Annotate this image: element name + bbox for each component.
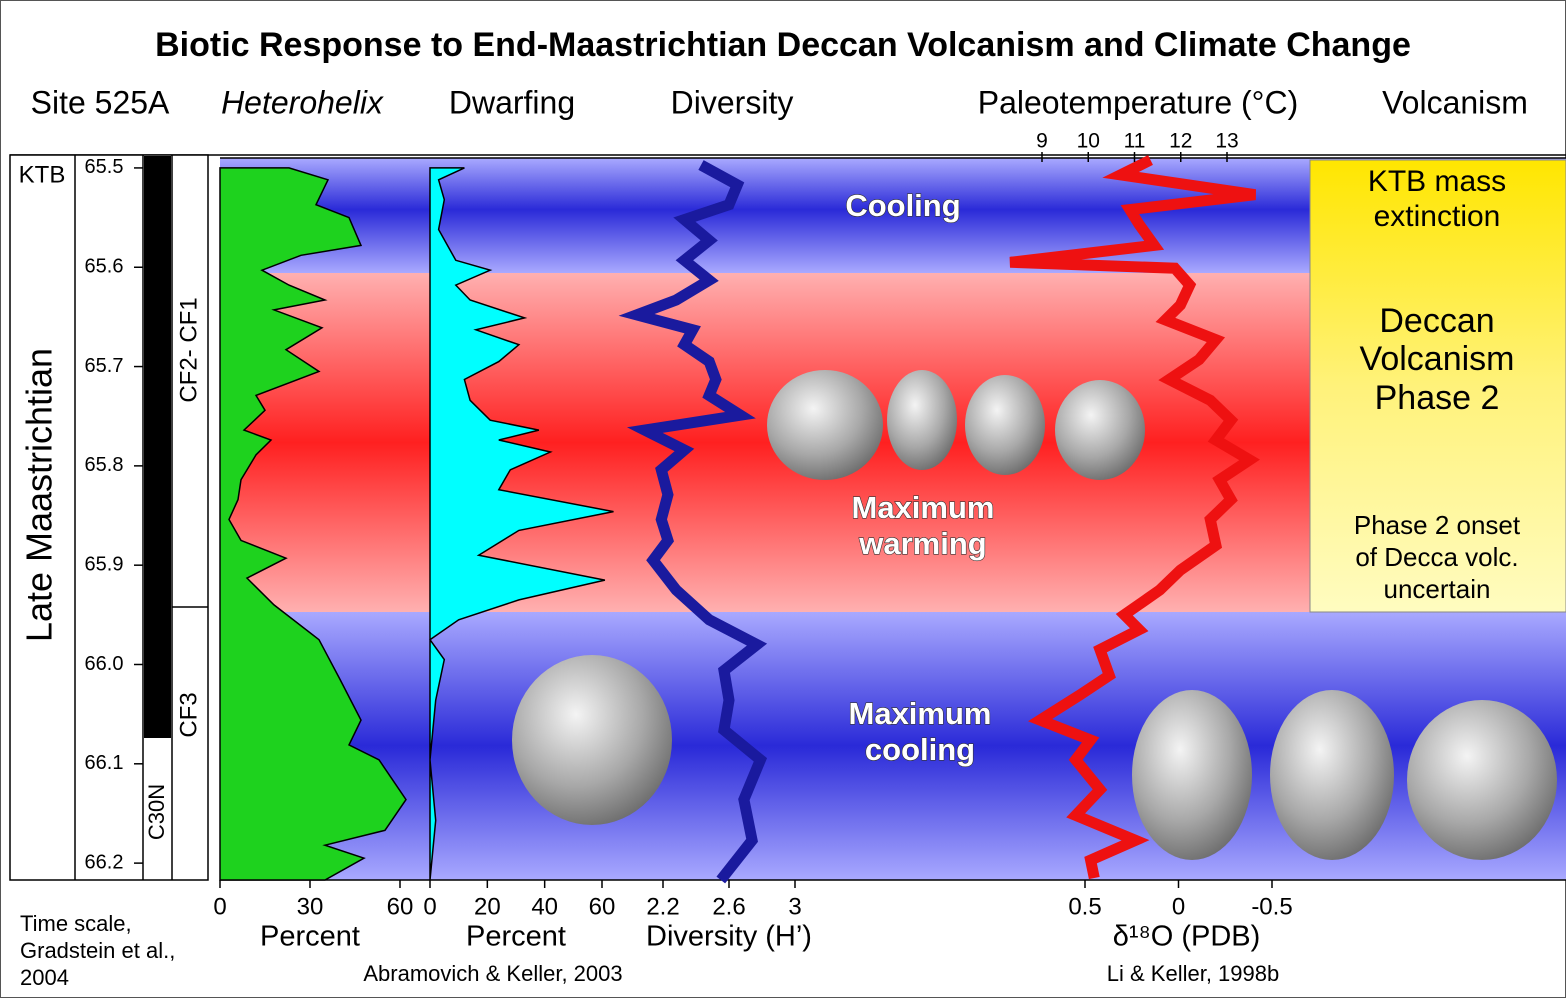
x-tick-label: 0.5 — [1068, 893, 1101, 920]
fossil-image — [1407, 700, 1557, 860]
x-axis-label: δ¹⁸O (PDB) — [1113, 921, 1261, 953]
column-header: Heterohelix — [221, 84, 384, 120]
chron-label: C30N — [144, 784, 169, 840]
credit: Li & Keller, 1998b — [1107, 961, 1279, 986]
volcanism-label: Phase 2 — [1375, 379, 1500, 417]
x-tick-label: 60 — [387, 893, 414, 920]
fossil-image — [512, 655, 672, 825]
fossil-image — [1270, 690, 1394, 860]
fossil-image — [965, 375, 1045, 475]
zone-label: CF3 — [175, 692, 202, 737]
column-header: Site 525A — [31, 84, 170, 120]
boundary-label: KTB — [19, 161, 66, 188]
annotation: warming — [858, 526, 986, 561]
y-tick-label: 66.1 — [85, 752, 124, 774]
time-scale-source: Gradstein et al., — [20, 938, 175, 963]
y-tick-label: 65.6 — [85, 256, 124, 278]
annotation: Maximum — [852, 490, 995, 525]
x2-tick-label: 9 — [1036, 130, 1048, 153]
chart-title: Biotic Response to End-Maastrichtian Dec… — [155, 26, 1411, 64]
x-tick-label: -0.5 — [1251, 893, 1292, 920]
x-tick-label: 0 — [1172, 893, 1185, 920]
x-tick-label: 40 — [531, 893, 558, 920]
volcanism-label: Deccan — [1379, 302, 1494, 340]
column-header: Dwarfing — [449, 84, 575, 120]
fossil-image — [767, 370, 883, 480]
volcanism-label: extinction — [1374, 200, 1501, 233]
x-axis-label: Diversity (H’) — [646, 921, 812, 953]
figure: Biotic Response to End-Maastrichtian Dec… — [0, 0, 1566, 998]
volcanism-label: Volcanism — [1360, 340, 1515, 378]
x-tick-label: 30 — [297, 893, 324, 920]
fossil-image — [1132, 690, 1252, 860]
y-tick-label: 65.7 — [85, 355, 124, 377]
stage-label: Late Maastrichtian — [19, 348, 60, 642]
x-tick-label: 60 — [589, 893, 616, 920]
time-scale-source: 2004 — [20, 965, 69, 990]
y-tick-label: 65.5 — [85, 156, 124, 178]
x-tick-label: 2.6 — [712, 893, 745, 920]
x-tick-label: 0 — [423, 893, 436, 920]
y-tick-label: 65.8 — [85, 454, 124, 476]
volcanism-label: Phase 2 onset — [1354, 510, 1521, 540]
annotation: Cooling — [845, 188, 960, 223]
annotation: Maximum — [849, 696, 992, 731]
x2-tick-label: 11 — [1124, 130, 1146, 153]
volcanism-label: KTB mass — [1368, 165, 1506, 198]
fossil-image — [1055, 380, 1145, 480]
column-header: Paleotemperature (°C) — [978, 84, 1298, 120]
fossil-image — [887, 370, 957, 470]
x2-tick-label: 10 — [1077, 130, 1100, 153]
zone-label: CF2- CF1 — [175, 297, 202, 402]
chron-label: C29R — [144, 402, 169, 458]
annotation: cooling — [865, 732, 975, 767]
y-tick-label: 65.9 — [85, 553, 124, 575]
x-tick-label: 3 — [788, 893, 801, 920]
column-header: Diversity — [671, 84, 794, 120]
x2-tick-label: 12 — [1169, 130, 1192, 153]
credit: Abramovich & Keller, 2003 — [363, 961, 622, 986]
column-header: Volcanism — [1382, 84, 1528, 120]
volcanism-label: uncertain — [1384, 574, 1491, 604]
x2-tick-label: 13 — [1215, 130, 1238, 153]
volcanism-label: of Decca volc. — [1355, 542, 1518, 572]
y-tick-label: 66.0 — [85, 653, 124, 675]
x-tick-label: 20 — [474, 893, 501, 920]
x-tick-label: 2.2 — [646, 893, 679, 920]
x-axis-label: Percent — [466, 921, 566, 953]
x-axis-label: Percent — [260, 921, 360, 953]
time-scale-source: Time scale, — [20, 911, 132, 936]
y-tick-label: 66.2 — [85, 851, 124, 873]
x-tick-label: 0 — [213, 893, 226, 920]
